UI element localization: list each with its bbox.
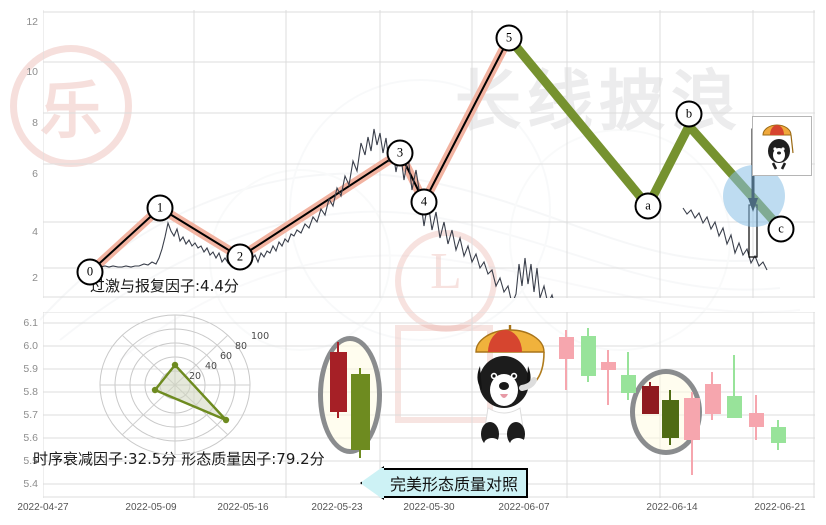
x-tick-0: 2022-04-27 xyxy=(17,502,69,513)
price-line-tail xyxy=(682,207,768,271)
x-tick-4: 2022-05-30 xyxy=(403,502,455,513)
y-tick-top-2: 8 xyxy=(32,117,38,129)
y-tick-bot-3: 5.8 xyxy=(23,386,38,398)
wave-label-0[interactable]: 0 xyxy=(76,258,104,286)
y-tick-top-3: 6 xyxy=(32,168,38,180)
y-tick-bot-4: 5.7 xyxy=(23,409,38,421)
market-candles xyxy=(559,328,786,475)
radar-area xyxy=(153,363,227,422)
y-tick-bot-6: 5.5 xyxy=(23,455,38,467)
x-tick-1: 2022-05-09 xyxy=(125,502,177,513)
wave-label-1[interactable]: 1 xyxy=(146,194,174,222)
wave-label-2[interactable]: 2 xyxy=(226,243,254,271)
top-y-axis: 12 10 8 6 4 2 xyxy=(0,10,38,298)
y-tick-top-1: 10 xyxy=(26,66,38,78)
y-tick-top-0: 12 xyxy=(26,16,38,28)
radar-tick-20: 20 xyxy=(189,371,202,382)
reference-pattern-candles xyxy=(330,342,370,458)
wave-label-4[interactable]: 4 xyxy=(410,188,438,216)
factor-radar-chart: 20 40 60 80 100 xyxy=(95,305,269,456)
impulse-wave-line xyxy=(89,37,510,273)
elliott-wave-chart xyxy=(42,10,815,334)
x-tick-3: 2022-05-23 xyxy=(311,502,363,513)
wave-label-3[interactable]: 3 xyxy=(386,139,414,167)
reference-pattern-ellipse[interactable] xyxy=(318,336,382,454)
wave-label-a[interactable]: a xyxy=(634,192,662,220)
radar-tick-40: 40 xyxy=(205,361,218,372)
y-tick-top-4: 4 xyxy=(32,226,38,238)
x-tick-7: 2022-06-21 xyxy=(754,502,806,513)
wave-label-c[interactable]: c xyxy=(767,215,795,243)
wave-label-b[interactable]: b xyxy=(675,100,703,128)
y-tick-top-5: 2 xyxy=(32,272,38,284)
x-tick-5: 2022-06-07 xyxy=(498,502,550,513)
wave-label-5[interactable]: 5 xyxy=(495,24,523,52)
dog-mascot-sticker xyxy=(458,322,568,452)
y-tick-bot-7: 5.4 xyxy=(23,478,38,490)
y-tick-bot-2: 5.9 xyxy=(23,363,38,375)
radar-tick-100: 100 xyxy=(251,331,270,342)
callout-arrow-icon xyxy=(360,466,384,500)
x-tick-6: 2022-06-14 xyxy=(646,502,698,513)
price-line xyxy=(84,128,605,334)
pattern-thumbnail[interactable] xyxy=(752,116,812,176)
y-tick-bot-0: 6.1 xyxy=(23,317,38,329)
y-tick-bot-1: 6.0 xyxy=(23,340,38,352)
bottom-y-axis: 6.1 6.0 5.9 5.8 5.7 5.6 5.5 5.4 xyxy=(0,312,38,498)
pattern-comparison-callout[interactable]: 完美形态质量对照 xyxy=(360,466,529,500)
radar-tick-80: 80 xyxy=(235,341,248,352)
bottom-factor-annotation: 时序衰减因子:32.5分 形态质量因子:79.2分 xyxy=(33,450,325,468)
x-tick-2: 2022-05-16 xyxy=(217,502,269,513)
top-grid xyxy=(42,10,815,298)
radar-tick-60: 60 xyxy=(220,351,233,362)
y-tick-bot-5: 5.6 xyxy=(23,432,38,444)
callout-label: 完美形态质量对照 xyxy=(382,468,529,498)
radar-vertices xyxy=(151,361,230,424)
top-factor-annotation: 过激与报复因子:4.4分 xyxy=(90,277,239,295)
